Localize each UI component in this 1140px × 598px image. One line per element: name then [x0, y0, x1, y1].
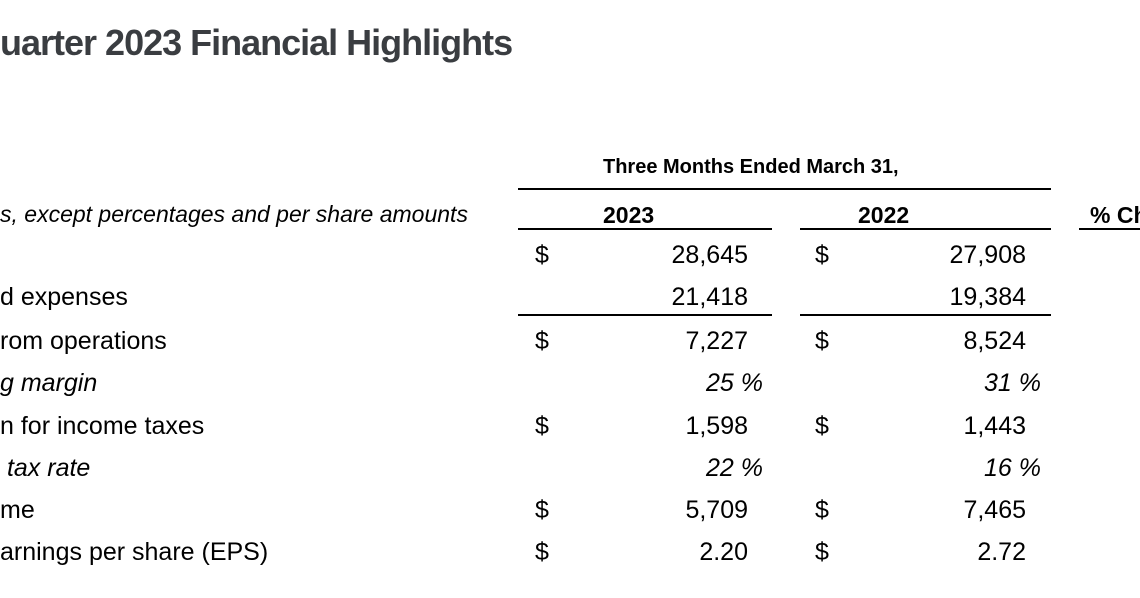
- column-header-percent-change: % Ch: [1090, 202, 1140, 228]
- period-header-rule: [518, 188, 1051, 190]
- value-2022: 16 %: [984, 454, 1041, 482]
- row-label: n for income taxes: [0, 412, 205, 440]
- column-header-2022: 2022: [858, 202, 910, 228]
- currency-symbol-2022: $: [815, 327, 829, 355]
- row-label: rom operations: [0, 327, 167, 355]
- value-2022: 27,908: [949, 241, 1026, 269]
- row-label: me: [0, 496, 35, 524]
- value-2022: 2.72: [977, 538, 1026, 566]
- row-label: g margin: [0, 369, 98, 397]
- page-title: uarter 2023 Financial Highlights: [0, 22, 513, 63]
- row-label: tax rate: [0, 454, 91, 482]
- currency-symbol-2023: $: [535, 538, 549, 566]
- value-2023: 21,418: [671, 283, 748, 311]
- currency-symbol-2022: $: [815, 496, 829, 524]
- value-2023: 5,709: [685, 496, 748, 524]
- table-row: n for income taxes $ 1,598 $ 1,443: [0, 412, 1140, 440]
- table-row: me $ 5,709 $ 7,465: [0, 496, 1140, 524]
- table-row: g margin 25 % 31 %: [0, 369, 1140, 397]
- value-2023: 1,598: [685, 412, 748, 440]
- table-row: tax rate 22 % 16 %: [0, 454, 1140, 482]
- value-2023: 2.20: [699, 538, 748, 566]
- currency-symbol-2022: $: [815, 241, 829, 269]
- value-2022: 1,443: [963, 412, 1026, 440]
- currency-symbol-2023: $: [535, 327, 549, 355]
- value-2022: 19,384: [949, 283, 1026, 311]
- subtotal-rule-2022: [800, 314, 1051, 316]
- table-row: rom operations $ 7,227 $ 8,524: [0, 327, 1140, 355]
- subtotal-rule-2023: [518, 314, 772, 316]
- value-2023: 25 %: [706, 369, 763, 397]
- value-2022: 7,465: [963, 496, 1026, 524]
- currency-symbol-2023: $: [535, 241, 549, 269]
- currency-symbol-2023: $: [535, 496, 549, 524]
- table-units-note: s, except percentages and per share amou…: [0, 201, 468, 227]
- currency-symbol-2023: $: [535, 412, 549, 440]
- column-header-2023: 2023: [603, 202, 655, 228]
- table-row: d expenses 21,418 19,384: [0, 283, 1140, 311]
- table-row: $ 28,645 $ 27,908: [0, 241, 1140, 269]
- currency-symbol-2022: $: [815, 538, 829, 566]
- column-2022-rule: [800, 228, 1051, 230]
- currency-symbol-2022: $: [815, 412, 829, 440]
- row-label: arnings per share (EPS): [0, 538, 269, 566]
- column-2023-rule: [518, 228, 772, 230]
- column-percent-change-rule: [1079, 228, 1140, 230]
- period-column-group-header: Three Months Ended March 31,: [603, 156, 899, 178]
- value-2023: 7,227: [685, 327, 748, 355]
- value-2023: 22 %: [706, 454, 763, 482]
- value-2022: 31 %: [984, 369, 1041, 397]
- value-2023: 28,645: [671, 241, 748, 269]
- value-2022: 8,524: [963, 327, 1026, 355]
- row-label: d expenses: [0, 283, 128, 311]
- table-row: arnings per share (EPS) $ 2.20 $ 2.72: [0, 538, 1140, 566]
